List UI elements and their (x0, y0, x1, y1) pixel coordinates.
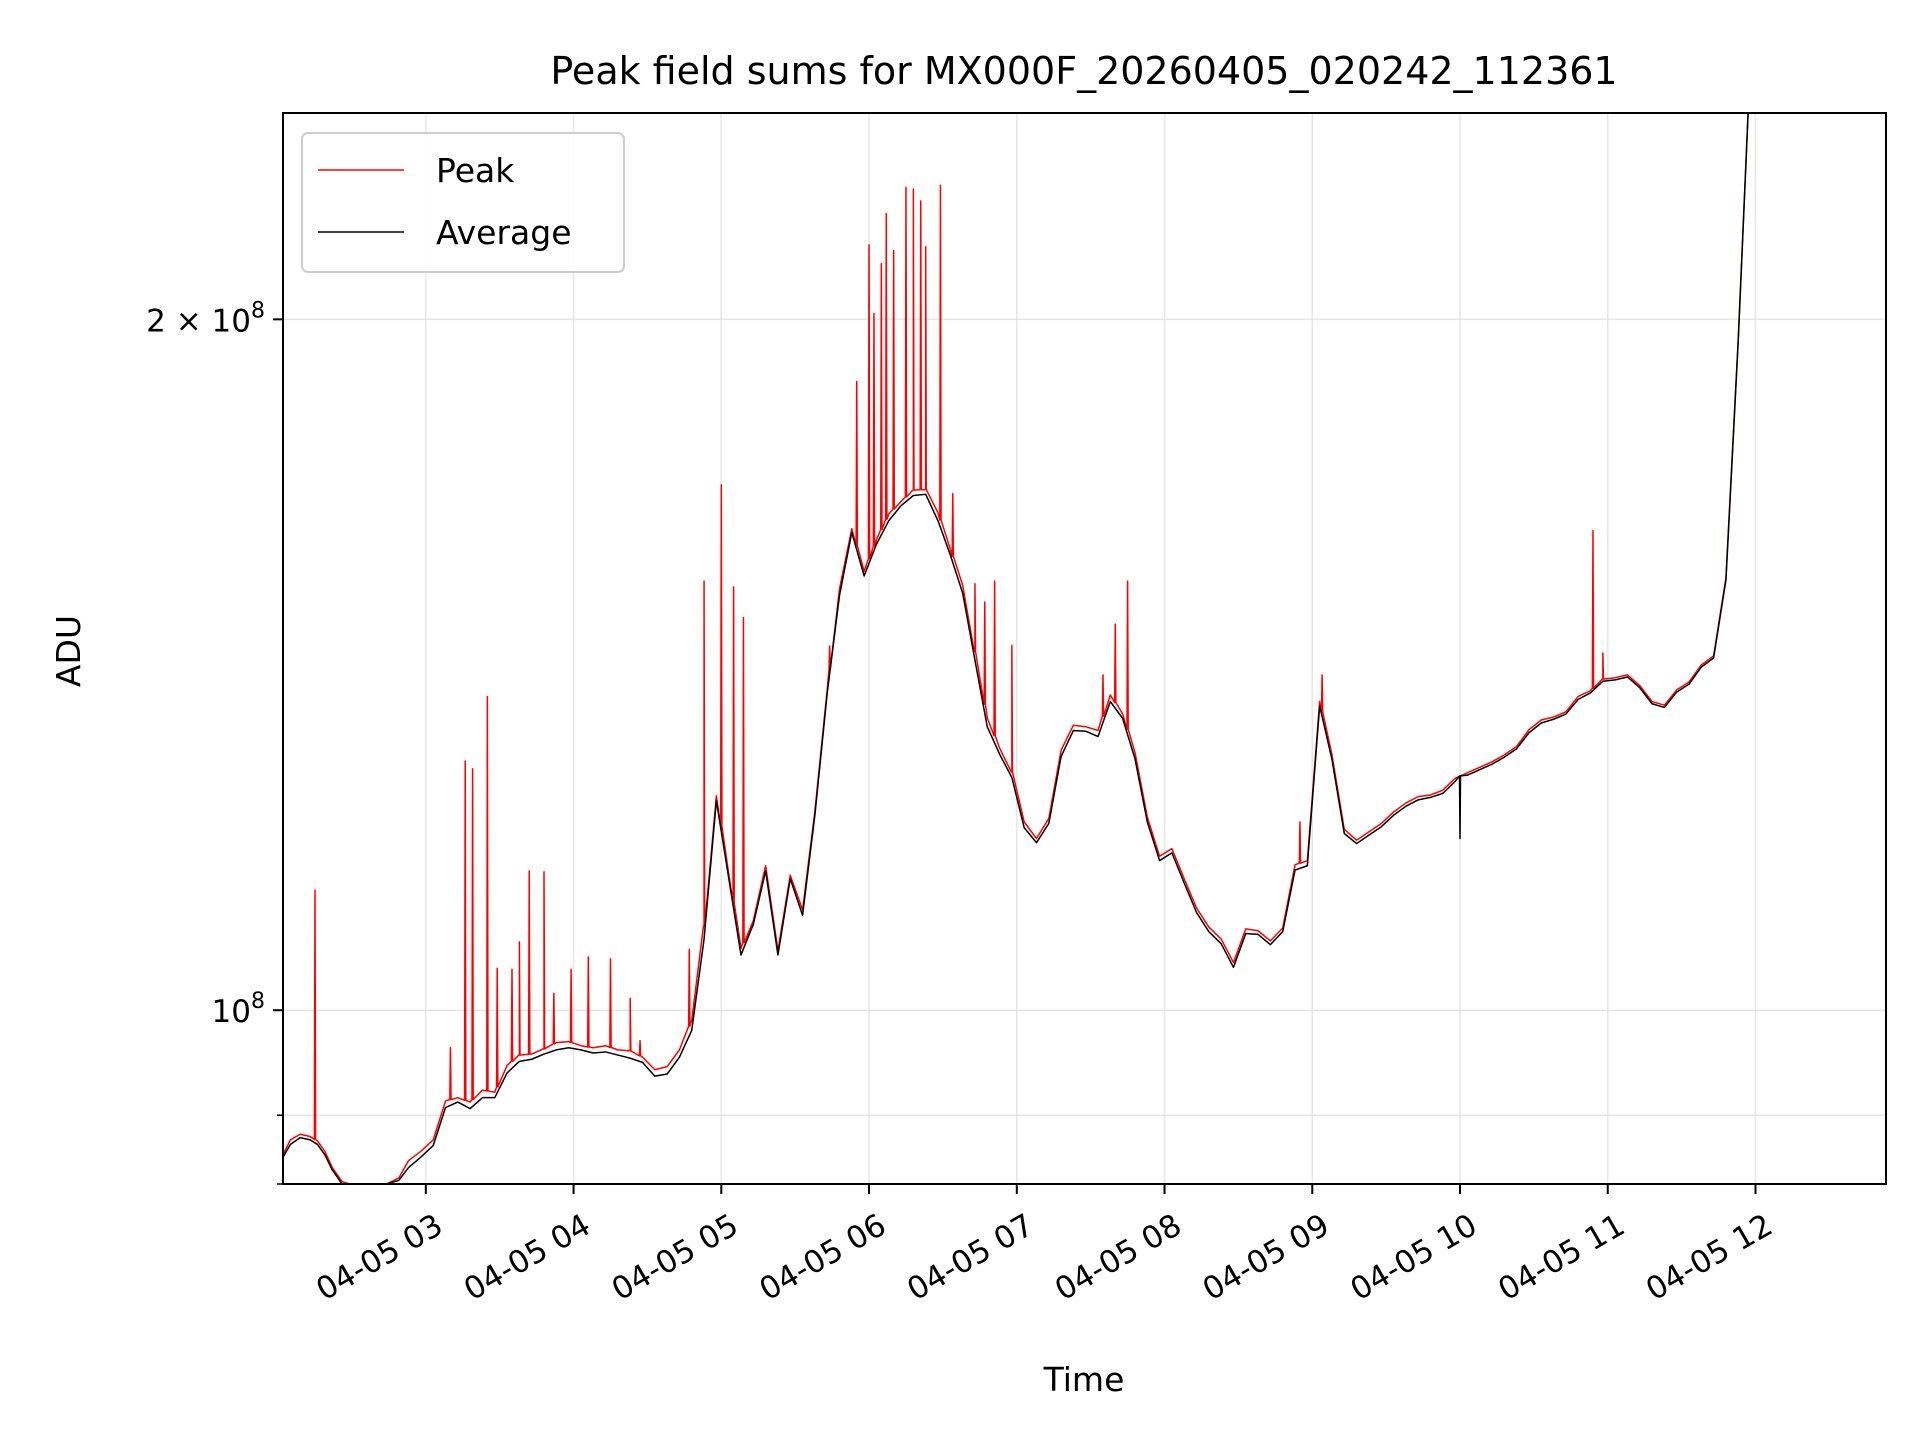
y-tick-label-0: 108 (212, 989, 265, 1030)
grid-lines (283, 113, 1886, 1184)
legend-label-peak: Peak (436, 151, 515, 190)
series-peak-line (283, 113, 1749, 1184)
legend-box (301, 132, 625, 273)
series-average-line (283, 113, 1749, 1184)
chart-title: Peak field sums for MX000F_20260405_0202… (550, 49, 1617, 93)
x-axis-label: Time (1043, 1360, 1125, 1399)
series-peak (283, 113, 1749, 1184)
plot-area (283, 113, 1749, 1184)
y-tick-label-1: 2 × 108 (146, 298, 265, 339)
series-average (283, 113, 1749, 1184)
legend-label-average: Average (436, 213, 572, 252)
legend: Peak Average (301, 132, 625, 273)
y-axis-label: ADU (49, 615, 88, 687)
y-axis: 108 2 × 108 (146, 298, 283, 1185)
plot-frame (282, 112, 1887, 1185)
